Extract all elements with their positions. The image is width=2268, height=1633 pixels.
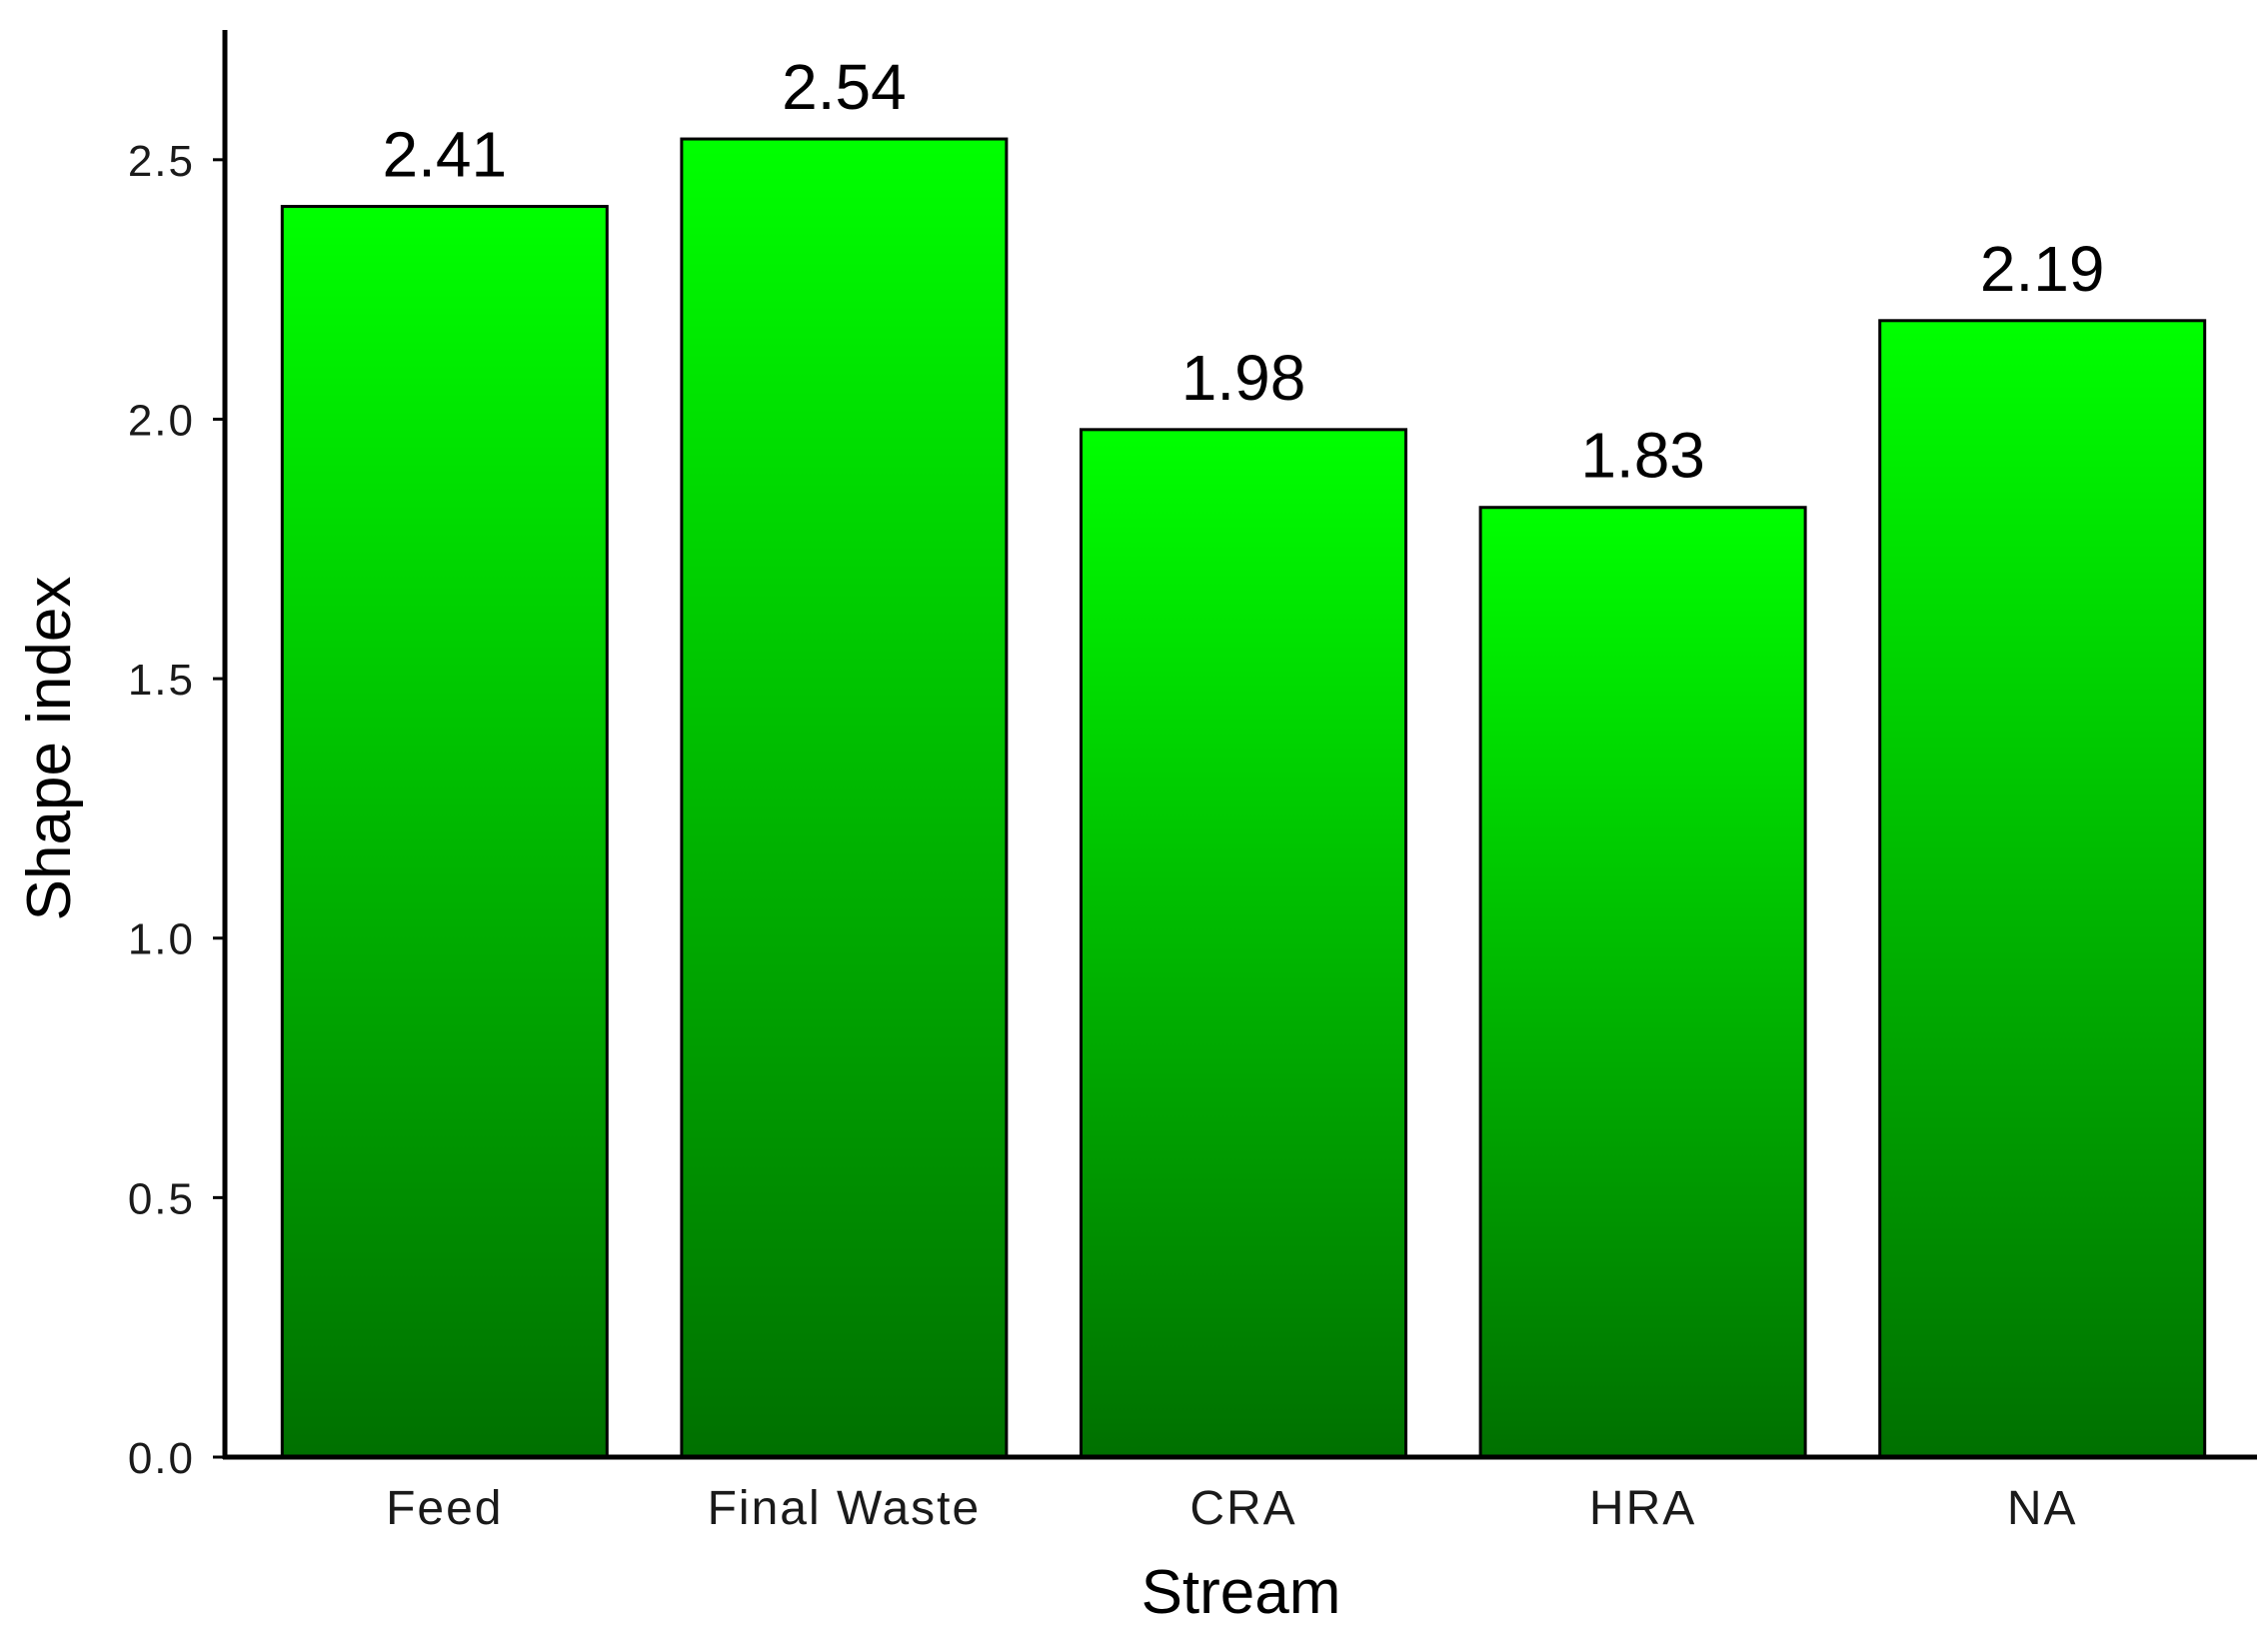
y-tick-label: 2.0 bbox=[128, 396, 195, 445]
bar-hra bbox=[1478, 506, 1807, 1459]
value-label: 1.83 bbox=[1580, 420, 1705, 492]
value-labels-layer: 2.41 2.54 1.98 1.83 2.19 bbox=[383, 51, 2105, 492]
y-axis-ticks: 0.0 0.5 1.0 1.5 2.0 2.5 bbox=[128, 137, 225, 1483]
y-tick-label: 1.5 bbox=[128, 656, 195, 705]
y-axis-title: Shape index bbox=[15, 577, 84, 921]
bar-na bbox=[1878, 319, 2207, 1459]
bar-final-waste bbox=[680, 137, 1009, 1459]
x-tick-label: NA bbox=[2007, 1482, 2078, 1535]
value-label: 1.98 bbox=[1181, 342, 1306, 414]
y-tick-label: 2.5 bbox=[128, 137, 195, 186]
value-label: 2.54 bbox=[782, 51, 907, 123]
x-tick-label: Feed bbox=[386, 1482, 503, 1535]
x-axis-title: Stream bbox=[1141, 1558, 1341, 1627]
y-tick-label: 1.0 bbox=[128, 915, 195, 964]
bar-feed bbox=[280, 205, 609, 1459]
y-tick-label: 0.5 bbox=[128, 1174, 195, 1223]
x-tick-label: Final Waste bbox=[708, 1482, 982, 1535]
value-label: 2.41 bbox=[383, 119, 508, 191]
x-tick-label: CRA bbox=[1189, 1482, 1296, 1535]
y-tick-label: 0.0 bbox=[128, 1434, 195, 1483]
bar-cra bbox=[1080, 428, 1407, 1459]
bars-layer bbox=[280, 137, 2207, 1459]
x-axis-ticks: Feed Final Waste CRA HRA NA bbox=[386, 1482, 2078, 1535]
x-tick-label: HRA bbox=[1589, 1482, 1696, 1535]
value-label: 2.19 bbox=[1980, 233, 2105, 305]
